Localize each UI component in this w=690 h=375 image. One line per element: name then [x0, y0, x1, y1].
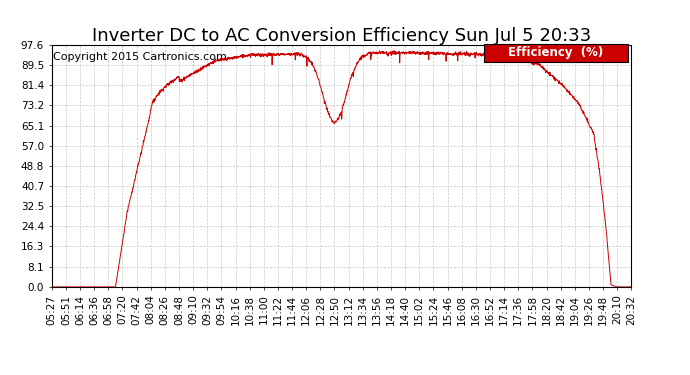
- Text: Efficiency  (%): Efficiency (%): [509, 46, 604, 59]
- Title: Inverter DC to AC Conversion Efficiency Sun Jul 5 20:33: Inverter DC to AC Conversion Efficiency …: [92, 27, 591, 45]
- FancyBboxPatch shape: [484, 44, 629, 62]
- Text: Copyright 2015 Cartronics.com: Copyright 2015 Cartronics.com: [53, 52, 227, 62]
